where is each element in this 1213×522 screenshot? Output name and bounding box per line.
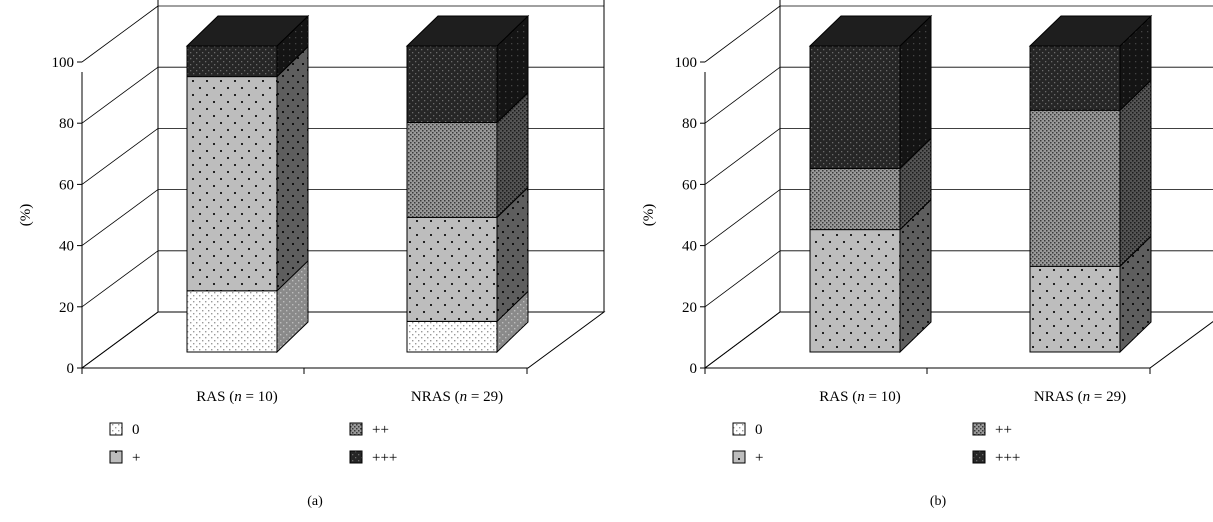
legend-item-++: ++ <box>972 422 1012 438</box>
bar-segment-front-0 <box>186 290 278 353</box>
panel-label: (a) <box>307 494 323 509</box>
y-tick-label: 0 <box>67 361 75 377</box>
legend-label: +++ <box>372 450 397 466</box>
bar-top <box>808 15 933 47</box>
legend-swatch <box>109 422 123 436</box>
legend-swatch <box>349 450 363 464</box>
gridline-side <box>81 128 159 185</box>
legend-label: 0 <box>755 422 763 438</box>
bar-top <box>405 15 530 47</box>
bar-segment-front-+ <box>186 76 278 292</box>
y-tick-label: 60 <box>682 177 697 193</box>
gridline-side <box>81 189 159 246</box>
bar-segment-front-+++ <box>1029 45 1121 111</box>
legend-item-+: + <box>109 450 140 466</box>
legend-item-+: + <box>732 450 763 466</box>
legend-item-0: 0 <box>109 422 140 438</box>
bar-segment-front-++ <box>809 167 901 231</box>
y-tick-label: 40 <box>59 239 74 255</box>
bar-stack <box>1028 14 1153 354</box>
y-tick-label: 100 <box>52 55 75 71</box>
bar-segment-front-++ <box>406 122 498 218</box>
legend-swatch <box>109 450 123 464</box>
x-tick-label: NRAS (n = 29) <box>1034 389 1126 405</box>
gridline-side <box>81 250 159 308</box>
bar-segment-front-+++ <box>809 45 901 169</box>
bar-segment-front-+++ <box>186 45 278 78</box>
gridline-side <box>704 5 781 63</box>
y-tick-label: 80 <box>682 116 697 132</box>
legend-swatch <box>972 450 986 464</box>
x-tick-label: RAS (n = 10) <box>819 389 900 405</box>
legend-item-0: 0 <box>732 422 763 438</box>
gridline-side <box>704 128 781 185</box>
y-axis-label: (%) <box>641 204 657 227</box>
bar-segment-front-++ <box>1029 109 1121 267</box>
legend-item-+++: +++ <box>349 450 397 466</box>
bar-top <box>185 15 310 47</box>
chart-panel-a: 0 20 40 60 80 100 (%) RAS (n = 10) NRAS (n = 29)… <box>18 0 606 509</box>
x-tick-label: NRAS (n = 29) <box>411 389 503 405</box>
y-tick-label: 100 <box>675 55 698 71</box>
bar-segment-side-+ <box>276 45 309 292</box>
y-tick-label: 0 <box>690 361 698 377</box>
bar-segment-front-0 <box>406 320 498 353</box>
gridline-side <box>704 311 781 369</box>
back-wall <box>157 0 605 312</box>
bar-segment-side-++ <box>1119 79 1152 268</box>
chart-panel-b: 0 20 40 60 80 100 (%) RAS (n = 10) NRAS (n = 29)… <box>641 0 1213 509</box>
gridline-side <box>704 189 781 246</box>
legend-label: 0 <box>132 422 140 438</box>
gridline-side <box>704 66 781 124</box>
gridline-side <box>81 311 159 369</box>
y-axis-label: (%) <box>18 204 34 227</box>
bar-stack <box>185 14 310 354</box>
legend-item-+++: +++ <box>972 450 1020 466</box>
bar-stack <box>808 14 933 354</box>
back-wall <box>779 0 781 312</box>
bar-segment-front-+++ <box>406 45 498 123</box>
y-tick-label: 80 <box>59 116 74 132</box>
legend-swatch <box>972 422 986 436</box>
x-tick-label: RAS (n = 10) <box>196 389 277 405</box>
y-tick-label: 20 <box>682 300 697 316</box>
legend-label: +++ <box>995 450 1020 466</box>
legend-label: ++ <box>995 422 1012 438</box>
gridline-side <box>81 66 159 124</box>
bar-segment-front-+ <box>1029 265 1121 353</box>
panel-label: (b) <box>930 494 947 509</box>
y-tick-label: 60 <box>59 177 74 193</box>
y-tick-label: 40 <box>682 239 697 255</box>
gridline-side <box>81 5 159 63</box>
bar-top <box>1028 15 1153 47</box>
legend-swatch <box>349 422 363 436</box>
legend-swatch <box>732 422 746 436</box>
legend-label: + <box>132 450 140 466</box>
y-tick-label: 20 <box>59 300 74 316</box>
bar-segment-front-+ <box>809 229 901 353</box>
legend-swatch <box>732 450 746 464</box>
bar-segment-front-+ <box>406 216 498 322</box>
gridline-side <box>704 250 781 308</box>
bar-stack <box>405 14 530 354</box>
legend-item-++: ++ <box>349 422 389 438</box>
legend-label: + <box>755 450 763 466</box>
legend-label: ++ <box>372 422 389 438</box>
